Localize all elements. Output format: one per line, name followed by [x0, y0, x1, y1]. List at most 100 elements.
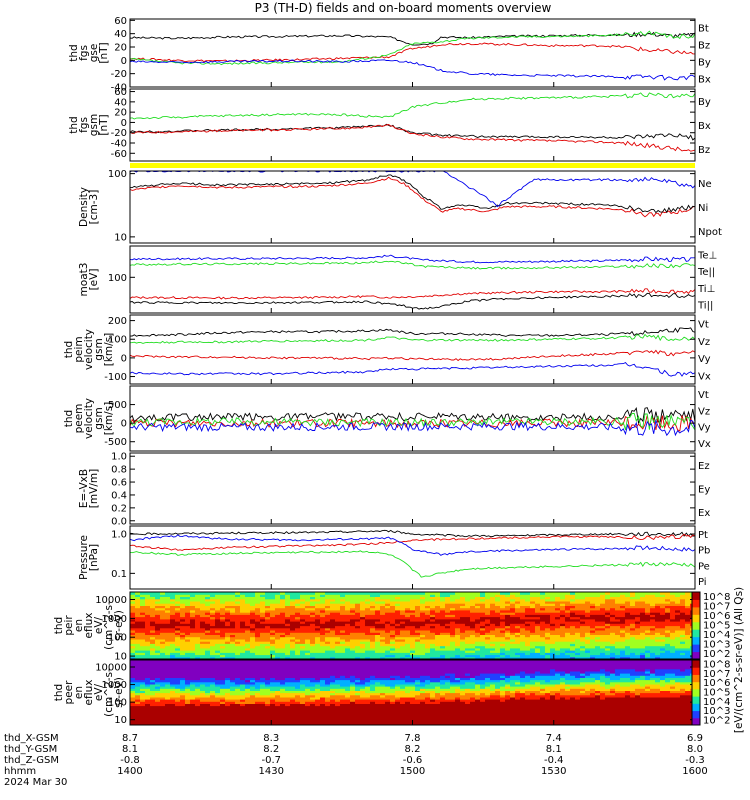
heatmap-cell — [440, 594, 446, 597]
heatmap-cell — [600, 632, 606, 635]
heatmap-cell — [540, 638, 546, 642]
heatmap-cell — [195, 609, 201, 613]
heatmap-cell — [515, 592, 521, 595]
heatmap-cell — [240, 670, 246, 674]
heatmap-cell — [210, 636, 216, 640]
heatmap-cell — [455, 623, 461, 627]
heatmap-cell — [330, 603, 336, 606]
heatmap-cell — [250, 660, 256, 663]
heatmap-cell — [165, 641, 171, 644]
heatmap-cell — [425, 650, 431, 653]
heatmap-cell — [475, 614, 481, 618]
heatmap-cell — [280, 709, 286, 713]
heatmap-cell — [205, 707, 211, 711]
heatmap-cell — [265, 722, 271, 725]
heatmap-cell — [280, 703, 286, 707]
heatmap-cell — [635, 625, 641, 629]
heatmap-cell — [365, 594, 371, 597]
heatmap-cell — [185, 699, 191, 702]
heatmap-cell — [165, 677, 171, 681]
heatmap-cell — [410, 612, 416, 615]
heatmap-cell — [465, 607, 471, 611]
heatmap-cell — [160, 650, 166, 653]
heatmap-cell — [155, 714, 161, 717]
heatmap-cell — [385, 638, 391, 642]
heatmap-cell — [340, 605, 346, 609]
heatmap-cell — [315, 690, 321, 694]
heatmap-cell — [485, 643, 491, 647]
heatmap-cell — [540, 650, 546, 653]
heatmap-cell — [455, 607, 461, 611]
heatmap-cell — [145, 598, 151, 602]
heatmap-cell — [295, 683, 301, 687]
heatmap-cell — [140, 623, 146, 627]
heatmap-cell — [300, 677, 306, 681]
heatmap-cell — [145, 600, 151, 604]
heatmap-cell — [605, 605, 611, 609]
heatmap-cell — [590, 596, 596, 600]
heatmap-cell — [610, 641, 616, 644]
heatmap-cell — [630, 623, 636, 627]
heatmap-cell — [265, 690, 271, 694]
heatmap-cell — [595, 645, 601, 649]
heatmap-cell — [385, 647, 391, 651]
heatmap-cell — [375, 625, 381, 629]
heatmap-cell — [515, 596, 521, 600]
heatmap-cell — [320, 592, 326, 595]
heatmap-cell — [245, 681, 251, 685]
heatmap-cell — [250, 598, 256, 602]
heatmap-cell — [420, 598, 426, 602]
heatmap-cell — [555, 609, 561, 613]
heatmap-cell — [345, 692, 351, 696]
heatmap-cell — [430, 616, 436, 620]
heatmap-cell — [640, 632, 646, 635]
heatmap-cell — [435, 603, 441, 606]
heatmap-cell — [490, 614, 496, 618]
heatmap-cell — [485, 656, 491, 659]
heatmap-cell — [515, 612, 521, 615]
heatmap-cell — [450, 594, 456, 597]
heatmap-cell — [595, 627, 601, 631]
heatmap-cell — [245, 641, 251, 644]
heatmap-cell — [285, 679, 291, 683]
heatmap-cell — [135, 681, 141, 685]
heatmap-cell — [190, 605, 196, 609]
heatmap-cell — [260, 696, 266, 700]
heatmap-cell — [435, 609, 441, 613]
heatmap-cell — [375, 652, 381, 656]
heatmap-cell — [285, 694, 291, 698]
heatmap-cell — [675, 616, 681, 620]
y-axis-label: fgs — [78, 45, 90, 61]
heatmap-cell — [220, 709, 226, 713]
heatmap-cell — [375, 616, 381, 620]
heatmap-cell — [460, 638, 466, 642]
heatmap-cell — [225, 714, 231, 717]
heatmap-cell — [615, 616, 621, 620]
heatmap-cell — [670, 641, 676, 644]
heatmap-cell — [525, 607, 531, 611]
heatmap-cell — [520, 612, 526, 615]
heatmap-cell — [220, 688, 226, 691]
heatmap-cell — [265, 632, 271, 635]
heatmap-cell — [225, 650, 231, 653]
heatmap-cell — [270, 605, 276, 609]
heatmap-cell — [235, 666, 241, 670]
heatmap-cell — [600, 636, 606, 640]
heatmap-cell — [305, 641, 311, 644]
heatmap-cell — [470, 603, 476, 606]
heatmap-cell — [640, 600, 646, 604]
heatmap-cell — [265, 645, 271, 649]
heatmap-cell — [310, 625, 316, 629]
heatmap-cell — [150, 673, 156, 676]
heatmap-cell — [350, 647, 356, 651]
heatmap-cell — [140, 686, 146, 689]
heatmap-cell — [360, 652, 366, 656]
heatmap-cell — [295, 643, 301, 647]
heatmap-cell — [155, 677, 161, 681]
heatmap-cell — [215, 592, 221, 595]
heatmap-cell — [270, 714, 276, 717]
heatmap-cell — [240, 666, 246, 670]
heatmap-cell — [500, 623, 506, 627]
heatmap-cell — [155, 703, 161, 707]
heatmap-cell — [450, 621, 456, 624]
